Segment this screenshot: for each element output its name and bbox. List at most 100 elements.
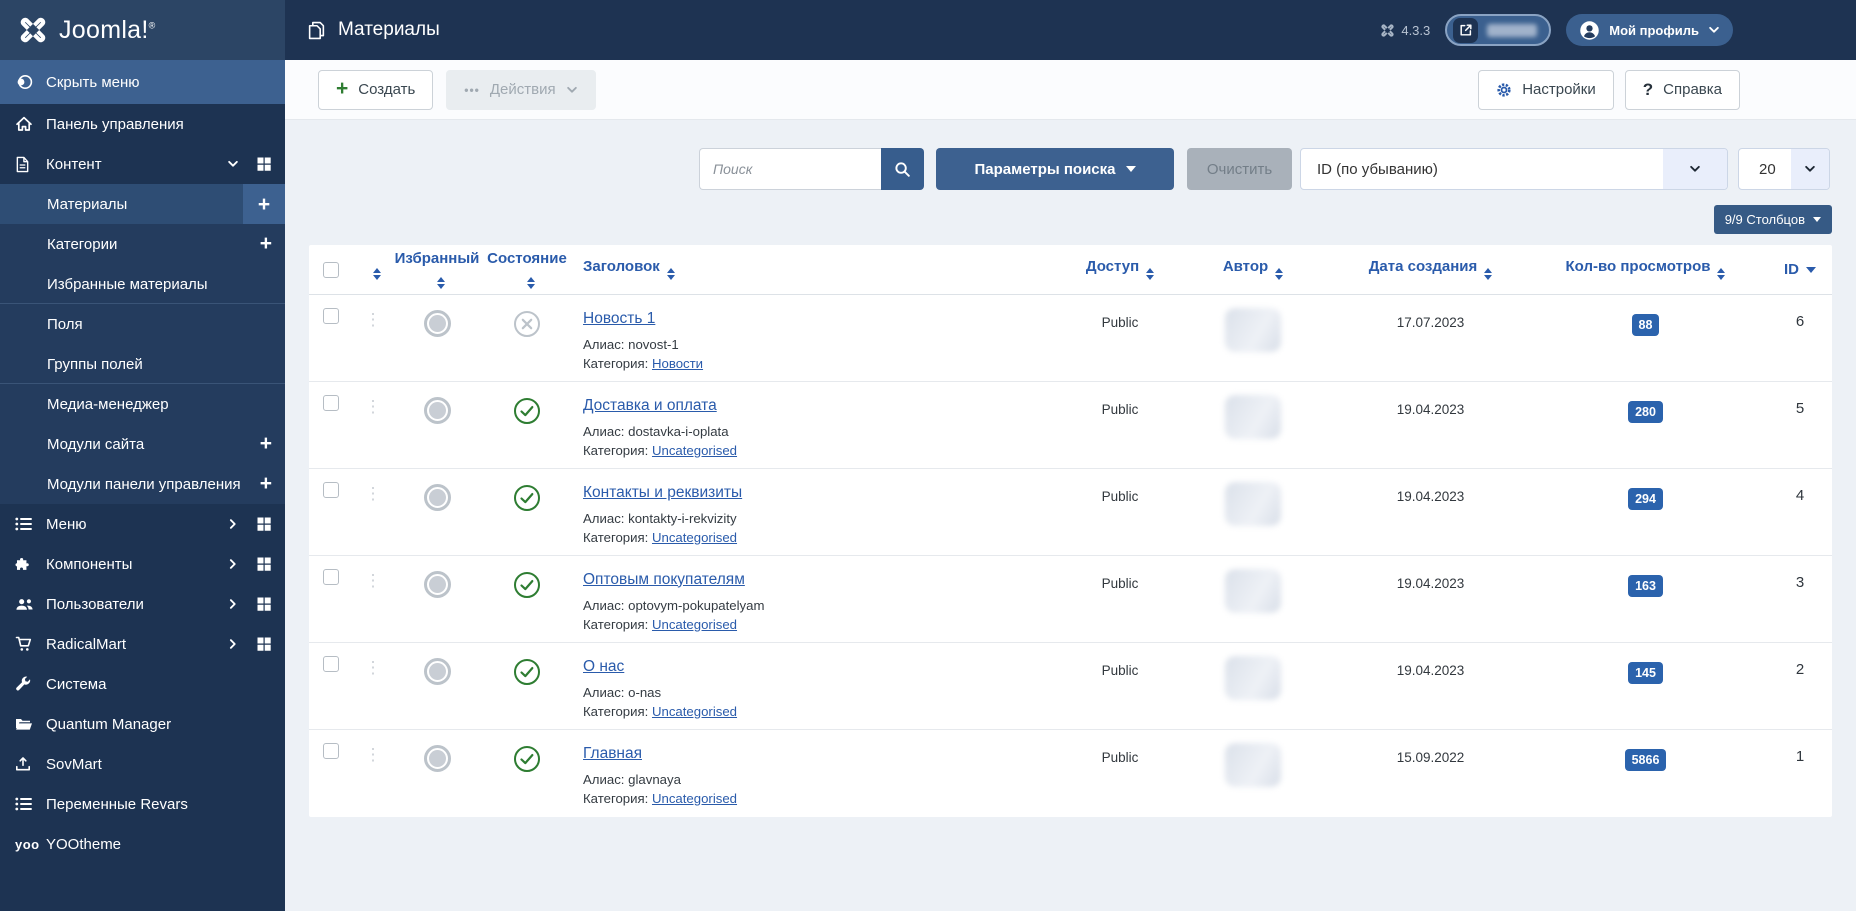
author-redacted — [1225, 394, 1281, 439]
sidebar-item[interactable]: Модули сайта + — [0, 424, 285, 464]
column-header-featured[interactable]: Избранный — [393, 245, 481, 295]
components-icon — [15, 556, 46, 573]
menu-list-icon — [15, 796, 46, 812]
author-redacted — [1225, 655, 1281, 700]
sidebar-item[interactable]: Группы полей — [0, 344, 285, 384]
sidebar-item[interactable]: SovMart — [0, 744, 285, 784]
published-check-icon[interactable] — [513, 745, 541, 778]
search-tools-button[interactable]: Параметры поиска — [936, 148, 1174, 190]
search-input[interactable] — [699, 148, 881, 190]
sidebar-item[interactable]: Контент — [0, 144, 285, 184]
sidebar-item[interactable]: Компоненты — [0, 544, 285, 584]
sidebar-item[interactable]: RadicalMart — [0, 624, 285, 664]
dashboard-grid-icon[interactable] — [256, 156, 272, 172]
sidebar-item[interactable]: Избранные материалы — [0, 264, 285, 304]
columns-button[interactable]: 9/9 Столбцов — [1713, 205, 1832, 234]
featured-toggle[interactable] — [423, 570, 451, 598]
article-title-link[interactable]: Оптовым покупателям — [583, 570, 745, 588]
dashboard-grid-icon[interactable] — [256, 636, 272, 652]
sort-select[interactable]: ID (по убыванию) — [1300, 148, 1728, 190]
featured-toggle[interactable] — [423, 744, 451, 772]
preview-site-button[interactable] — [1445, 14, 1552, 46]
row-checkbox[interactable] — [323, 569, 339, 586]
category-link[interactable]: Новости — [651, 355, 704, 371]
clear-button[interactable]: Очистить — [1187, 148, 1292, 190]
published-check-icon[interactable] — [513, 571, 541, 604]
new-button[interactable]: + Создать — [318, 69, 434, 110]
sidebar-item-label: Компоненты — [46, 555, 133, 573]
drag-handle-icon[interactable]: ⋮ — [364, 396, 382, 416]
column-header-id[interactable]: ID — [1768, 245, 1832, 295]
sidebar-item[interactable]: Меню — [0, 504, 285, 544]
plus-icon: + — [336, 77, 349, 100]
add-new-icon[interactable]: + — [259, 231, 272, 255]
sidebar-item[interactable]: Пользователи — [0, 584, 285, 624]
help-button[interactable]: ? Справка — [1624, 69, 1740, 110]
hits-badge: 88 — [1631, 313, 1660, 336]
drag-handle-icon[interactable]: ⋮ — [364, 309, 382, 329]
sidebar-item[interactable]: Система — [0, 664, 285, 704]
column-header-hits[interactable]: Кол-во просмотров — [1523, 245, 1768, 295]
sidebar-item[interactable]: Медиа-менеджер — [0, 384, 285, 424]
actions-button[interactable]: ••• Действия — [446, 69, 596, 110]
row-checkbox[interactable] — [323, 395, 339, 412]
add-new-icon[interactable]: + — [259, 431, 272, 455]
sidebar-item[interactable]: Материалы + — [0, 184, 285, 224]
article-title-link[interactable]: Контакты и реквизиты — [583, 483, 743, 501]
sidebar-item[interactable]: Модули панели управления + — [0, 464, 285, 504]
article-title-link[interactable]: Доставка и оплата — [583, 396, 717, 414]
dashboard-grid-icon[interactable] — [256, 596, 272, 612]
column-header-created[interactable]: Дата создания — [1338, 245, 1523, 295]
actions-button-label: Действия — [489, 81, 556, 98]
column-header-author[interactable]: Автор — [1168, 245, 1338, 295]
article-title-link[interactable]: Новость 1 — [583, 309, 656, 327]
profile-menu-button[interactable]: Мой профиль — [1566, 14, 1733, 46]
published-check-icon[interactable] — [513, 397, 541, 430]
row-checkbox[interactable] — [323, 656, 339, 673]
article-title-link[interactable]: О нас — [583, 657, 625, 675]
drag-handle-icon[interactable]: ⋮ — [364, 483, 382, 503]
row-checkbox[interactable] — [323, 482, 339, 499]
hide-menu-toggle[interactable]: Скрыть меню — [0, 60, 285, 104]
drag-handle-icon[interactable]: ⋮ — [364, 657, 382, 677]
category-link[interactable]: Uncategorised — [651, 529, 738, 545]
sidebar-item[interactable]: Переменные Revars — [0, 784, 285, 824]
created-date: 19.04.2023 — [1338, 381, 1523, 469]
column-header-state[interactable]: Состояние — [481, 245, 573, 295]
featured-toggle[interactable] — [423, 657, 451, 685]
featured-toggle[interactable] — [423, 483, 451, 511]
row-checkbox[interactable] — [323, 743, 339, 760]
featured-toggle[interactable] — [423, 396, 451, 424]
published-check-icon[interactable] — [513, 658, 541, 691]
column-header-access[interactable]: Доступ — [1072, 245, 1168, 295]
select-all-checkbox[interactable] — [323, 261, 339, 278]
published-check-icon[interactable] — [513, 484, 541, 517]
category-link[interactable]: Uncategorised — [651, 703, 738, 719]
sort-icon — [1484, 268, 1493, 281]
dashboard-grid-icon[interactable] — [256, 556, 272, 572]
column-header-order[interactable] — [353, 245, 393, 295]
options-button[interactable]: Настройки — [1478, 69, 1614, 110]
article-title-link[interactable]: Главная — [583, 744, 642, 762]
category-line: Категория: Uncategorised — [583, 529, 738, 545]
sidebar-item[interactable]: Quantum Manager — [0, 704, 285, 744]
add-new-icon[interactable]: + — [259, 471, 272, 495]
per-page-select[interactable]: 20 — [1738, 148, 1830, 190]
sidebar-item[interactable]: Панель управления — [0, 104, 285, 144]
row-checkbox[interactable] — [323, 308, 339, 325]
search-button[interactable] — [881, 148, 924, 190]
sidebar-item[interactable]: Поля — [0, 304, 285, 344]
unpublished-x-icon[interactable] — [513, 310, 541, 343]
featured-toggle[interactable] — [423, 309, 451, 337]
drag-handle-icon[interactable]: ⋮ — [364, 570, 382, 590]
drag-handle-icon[interactable]: ⋮ — [364, 744, 382, 764]
add-new-icon[interactable]: + — [243, 184, 285, 224]
sidebar-item[interactable]: Категории + — [0, 224, 285, 264]
category-link[interactable]: Uncategorised — [651, 442, 738, 458]
column-header-title[interactable]: Заголовок — [573, 245, 1072, 295]
dashboard-grid-icon[interactable] — [256, 516, 272, 532]
category-link[interactable]: Uncategorised — [651, 790, 738, 806]
category-link[interactable]: Uncategorised — [651, 616, 738, 632]
sidebar-item[interactable]: yoo YOOtheme — [0, 824, 285, 864]
alias-line: Алиас: novost-1 — [583, 336, 679, 352]
